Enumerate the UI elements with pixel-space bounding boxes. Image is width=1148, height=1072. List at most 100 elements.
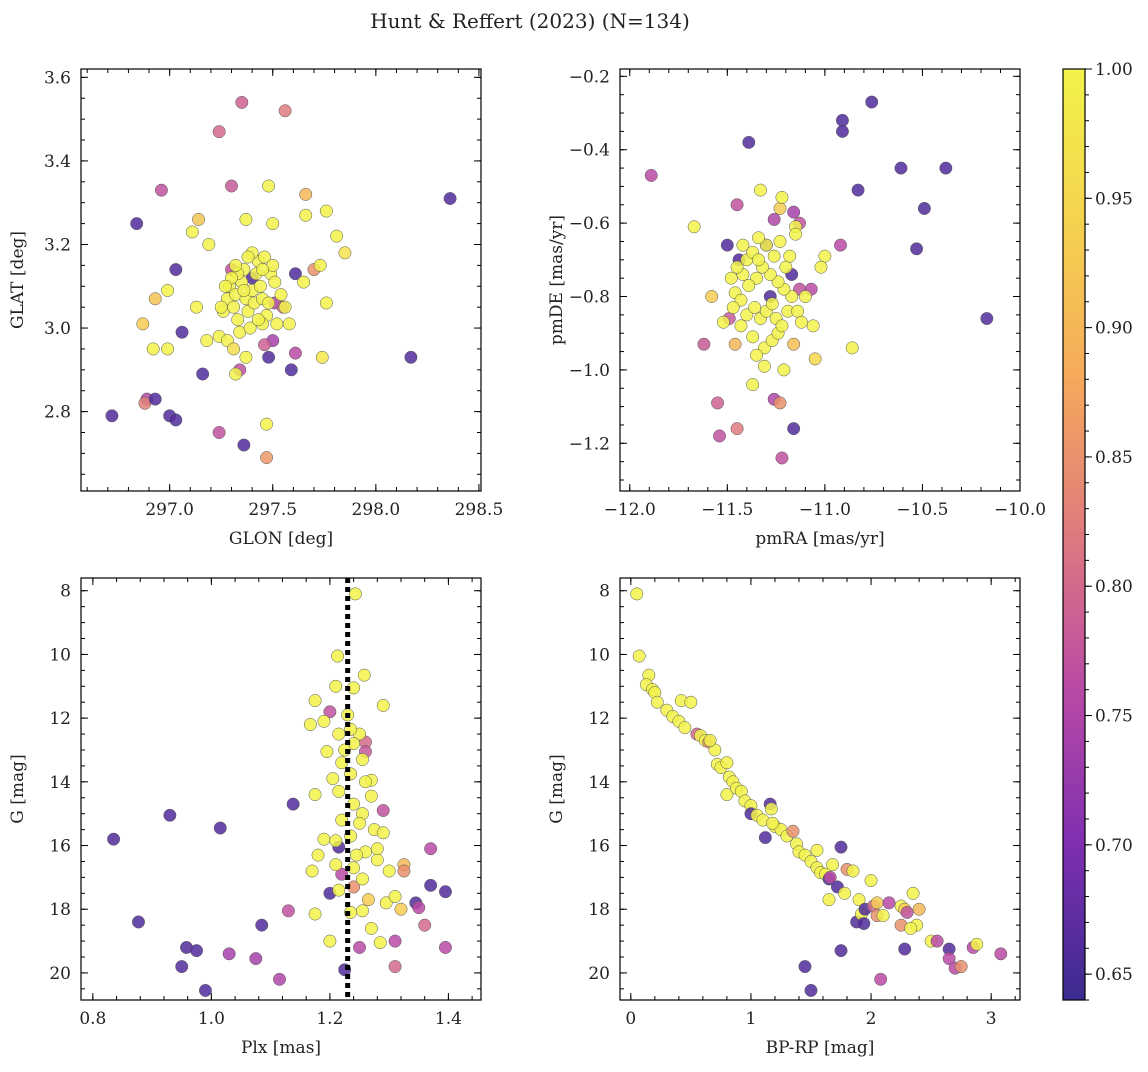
plx-point [107, 832, 121, 846]
cmd-point [764, 802, 778, 816]
sky-point [313, 258, 327, 272]
cmd-axes-frame [619, 577, 1021, 1001]
cmd-point [900, 905, 914, 919]
panel-parallax-magnitude: 0.8 1.0 1.2 1.4 8 10 12 14 16 18 20 Plx [mas] G [mag… [8, 577, 482, 1058]
plx-y-tick-label: 14 [49, 773, 71, 793]
sky-point [284, 363, 298, 377]
sky-point [229, 367, 243, 381]
sky-point [231, 313, 245, 327]
plx-point [190, 944, 204, 958]
sky-point [161, 283, 175, 297]
pm-point [939, 161, 953, 175]
plx-point [332, 784, 346, 798]
pm-point [814, 260, 828, 274]
cmd-point [857, 917, 871, 931]
pm-point [865, 95, 879, 109]
sky-point [404, 350, 418, 364]
plx-point [364, 921, 378, 935]
sky-point [258, 250, 271, 264]
cmd-point [954, 960, 968, 974]
pm-point [779, 260, 793, 274]
cmd-point [846, 864, 860, 878]
pm-point [808, 352, 822, 366]
sky-point [288, 267, 302, 281]
cmd-point [720, 756, 734, 770]
plx-point [329, 858, 343, 872]
plx-point [376, 804, 390, 817]
plx-point [438, 940, 452, 954]
cmd-point [684, 695, 698, 709]
sky-point [136, 317, 150, 331]
sky-point [319, 296, 333, 310]
cmd-point [798, 960, 812, 974]
sky-point [260, 451, 274, 465]
plx-point [331, 649, 345, 663]
sky-x-axis-label: GLON [deg] [229, 529, 333, 549]
pm-point [818, 249, 832, 263]
cmd-point [720, 788, 734, 802]
colorbar-tick-label: 1.00 [1095, 60, 1133, 80]
sky-point [299, 208, 313, 222]
plx-point [412, 901, 426, 915]
plx-point [358, 775, 372, 789]
plx-point [323, 705, 337, 719]
cmd-point [758, 831, 772, 845]
sky-x-tick-label: 297.0 [145, 500, 194, 520]
plx-point [394, 902, 408, 916]
pm-x-tick-label: −12.0 [604, 500, 656, 520]
sky-point [239, 212, 253, 226]
cmd-point [804, 983, 818, 997]
plx-point [370, 853, 384, 867]
pm-point [734, 319, 748, 333]
cmd-point [874, 972, 888, 986]
sky-point [105, 409, 119, 423]
cmd-point [834, 944, 848, 958]
pm-point [720, 238, 734, 252]
cmd-point [906, 886, 920, 900]
pm-y-tick-label: −0.4 [569, 141, 610, 161]
cmd-point [898, 942, 912, 956]
pm-point [730, 260, 744, 274]
cmd-point [678, 721, 692, 735]
sky-x-tick-label: 298.0 [352, 500, 401, 520]
cmd-point [930, 934, 944, 948]
pm-point [894, 161, 908, 175]
sky-point [212, 125, 226, 139]
plx-point [418, 918, 432, 932]
sky-point [212, 426, 226, 439]
colorbar-gradient [1062, 68, 1086, 1001]
plx-point [356, 753, 369, 766]
pm-x-tick-label: −10.0 [994, 500, 1046, 520]
sky-point [185, 225, 199, 239]
plx-point [373, 936, 387, 950]
sky-y-tick-label: 3.4 [44, 152, 71, 172]
pm-point [752, 253, 765, 267]
sky-point [154, 183, 168, 197]
cmd-point [852, 893, 866, 907]
pm-point [752, 231, 765, 245]
pm-point [791, 304, 805, 318]
plx-point [379, 896, 393, 910]
cmd-y-tick-label: 12 [588, 709, 610, 729]
pm-point [726, 301, 740, 314]
sky-point [299, 187, 313, 201]
pm-point [742, 279, 756, 292]
sky-point [262, 296, 276, 310]
pm-point [775, 190, 789, 204]
plx-y-tick-label: 16 [49, 837, 71, 857]
cmd-point [994, 947, 1008, 961]
pm-x-tick-label: −11.5 [701, 500, 753, 520]
cmd-point [810, 843, 824, 857]
plx-point [356, 872, 369, 886]
cmd-point [766, 816, 780, 830]
sky-point [235, 95, 249, 109]
plx-point [163, 808, 177, 822]
cmd-point [650, 695, 664, 709]
plx-point [317, 832, 331, 846]
plx-y-tick-label: 12 [49, 709, 71, 729]
plx-point [353, 816, 366, 830]
cmd-point [838, 886, 852, 900]
cmd-point [834, 840, 848, 854]
